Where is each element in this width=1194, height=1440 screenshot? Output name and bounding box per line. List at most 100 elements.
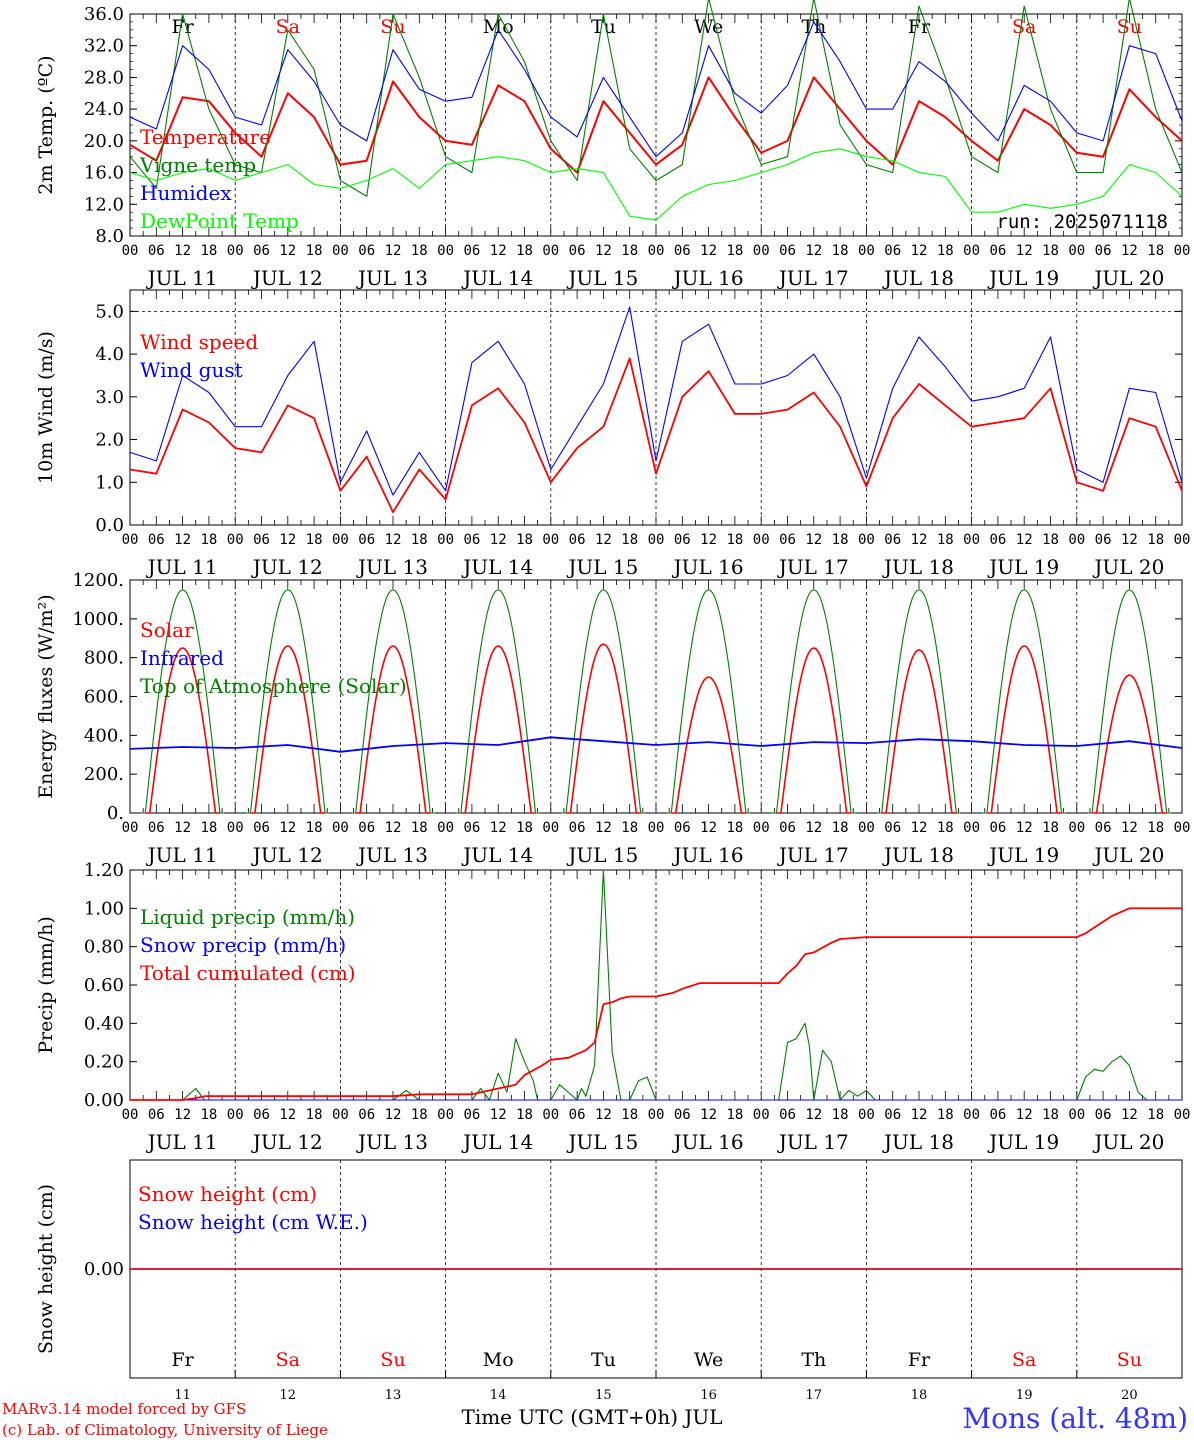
hour-tick-label: 00 (437, 532, 454, 548)
day-number-label: 19 (1016, 1388, 1033, 1403)
date-label: JUL 19 (987, 555, 1059, 579)
hour-tick-label: 06 (569, 820, 586, 836)
day-name-label: Mo (483, 16, 514, 38)
y-axis-label: 10m Wind (m/s) (35, 331, 57, 484)
hour-tick-label: 00 (648, 243, 665, 259)
hour-tick-label: 18 (621, 532, 638, 548)
day-number-label: 14 (490, 1388, 507, 1403)
legend-entry: Solar (140, 618, 194, 642)
hour-tick-label: 06 (1095, 820, 1112, 836)
series-line-humidex (129, 21, 1183, 158)
y-tick-label: 4.0 (95, 344, 124, 365)
hour-tick-label: 18 (1147, 820, 1164, 836)
y-tick-label: 0.00 (84, 1090, 124, 1111)
y-tick-label: 600. (84, 687, 124, 708)
date-label: JUL 14 (461, 266, 533, 290)
hour-tick-label: 06 (989, 532, 1006, 548)
hour-tick-label: 00 (227, 1107, 244, 1123)
day-name-label: Tu (591, 1349, 616, 1371)
hour-tick-label: 18 (1042, 243, 1059, 259)
hour-tick-label: 18 (726, 820, 743, 836)
day-name-label: Su (380, 1349, 405, 1371)
hour-tick-label: 12 (1121, 1107, 1138, 1123)
hour-tick-label: 18 (200, 532, 217, 548)
hour-tick-label: 00 (437, 243, 454, 259)
day-number-label: 15 (595, 1388, 612, 1403)
day-name-label: Sa (1012, 16, 1036, 38)
hour-tick-label: 00 (332, 532, 349, 548)
hour-tick-label: 18 (200, 820, 217, 836)
hour-tick-label: 18 (832, 1107, 849, 1123)
hour-tick-label: 00 (963, 820, 980, 836)
series-line-solar (460, 645, 536, 814)
hour-tick-label: 00 (1174, 820, 1191, 836)
y-axis-label: Snow height (cm) (35, 1184, 57, 1354)
hour-tick-label: 12 (385, 1107, 402, 1123)
legend-entry: Liquid precip (mm/h) (140, 905, 355, 929)
hour-tick-label: 12 (805, 532, 822, 548)
hour-tick-label: 06 (674, 820, 691, 836)
legend-entry: Infrared (140, 646, 224, 670)
series-line-toa-solar (982, 589, 1066, 814)
series-line-toa-solar (1087, 589, 1171, 814)
day-name-label: We (694, 1349, 723, 1371)
hour-tick-label: 18 (726, 1107, 743, 1123)
hour-tick-label: 00 (963, 532, 980, 548)
day-name-label: Su (1117, 1349, 1142, 1371)
hour-tick-label: 00 (858, 820, 875, 836)
date-label: JUL 13 (356, 843, 428, 867)
y-tick-label: 12.0 (84, 194, 124, 215)
hour-tick-label: 00 (963, 1107, 980, 1123)
date-label: JUL 12 (251, 266, 323, 290)
hour-tick-label: 00 (1174, 532, 1191, 548)
hour-tick-label: 12 (1121, 532, 1138, 548)
hour-tick-label: 12 (1016, 532, 1033, 548)
hour-tick-label: 00 (332, 243, 349, 259)
date-label: JUL 20 (1092, 843, 1164, 867)
hour-tick-label: 00 (542, 532, 559, 548)
legend-entry: DewPoint Temp (140, 209, 299, 233)
hour-tick-label: 18 (306, 1107, 323, 1123)
hour-tick-label: 06 (463, 532, 480, 548)
hour-tick-label: 12 (279, 532, 296, 548)
date-label: JUL 20 (1092, 555, 1164, 579)
x-axis-label: Time UTC (GMT+0h) JUL (461, 1405, 722, 1429)
series-line-infrared (129, 736, 1183, 753)
date-label: JUL 20 (1092, 266, 1164, 290)
y-axis-label: Energy fluxes (W/m²) (35, 594, 57, 798)
y-tick-label: 1.20 (84, 860, 124, 881)
hour-tick-label: 06 (463, 243, 480, 259)
day-number-label: 17 (806, 1388, 823, 1403)
hour-tick-label: 06 (779, 820, 796, 836)
series-line-toa-solar (772, 589, 856, 814)
day-name-label: Th (801, 1349, 826, 1371)
hour-tick-label: 18 (937, 1107, 954, 1123)
hour-tick-label: 18 (937, 532, 954, 548)
hour-tick-label: 12 (911, 1107, 928, 1123)
credit-line-2: (c) Lab. of Climatology, University of L… (2, 1421, 328, 1439)
hour-tick-label: 06 (148, 243, 165, 259)
hour-tick-label: 00 (858, 243, 875, 259)
hour-tick-label: 12 (174, 532, 191, 548)
series-line-vigne-temp (129, 0, 1183, 197)
hour-tick-label: 06 (779, 532, 796, 548)
day-name-label: Mo (483, 1349, 514, 1371)
hour-tick-label: 06 (884, 532, 901, 548)
hour-tick-label: 06 (253, 532, 270, 548)
y-tick-label: 1000. (72, 609, 124, 630)
hour-tick-label: 12 (490, 532, 507, 548)
hour-tick-label: 12 (595, 532, 612, 548)
date-label: JUL 19 (987, 266, 1059, 290)
hour-tick-label: 00 (1068, 243, 1085, 259)
hour-tick-label: 00 (648, 532, 665, 548)
hour-tick-label: 06 (148, 820, 165, 836)
hour-tick-label: 12 (1121, 820, 1138, 836)
date-label: JUL 15 (566, 266, 638, 290)
hour-tick-label: 00 (858, 532, 875, 548)
series-line-solar (250, 645, 326, 814)
hour-tick-label: 12 (385, 532, 402, 548)
legend-entry: Wind speed (140, 330, 258, 354)
hour-tick-label: 00 (332, 1107, 349, 1123)
y-tick-label: 36.0 (84, 4, 124, 25)
hour-tick-label: 00 (332, 820, 349, 836)
